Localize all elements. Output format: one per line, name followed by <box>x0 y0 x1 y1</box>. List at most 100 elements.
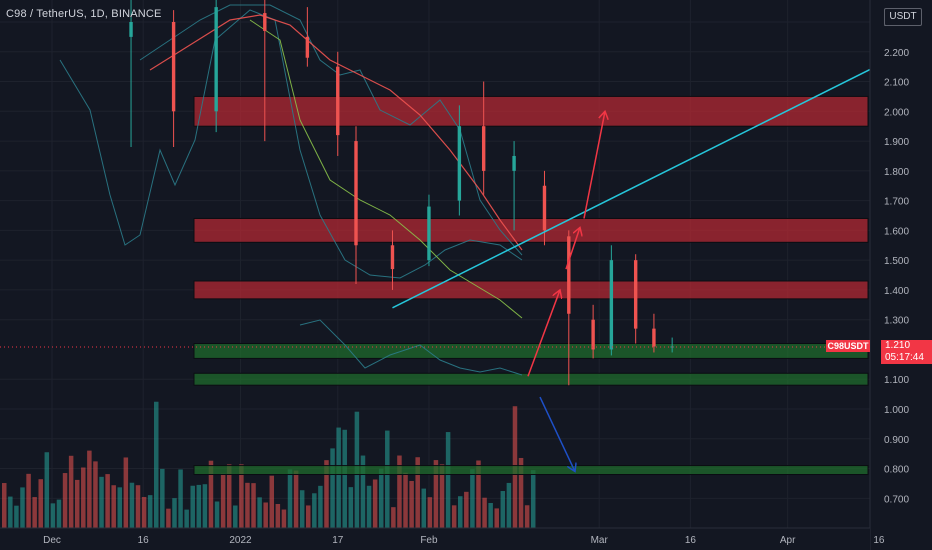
arrow-up <box>565 227 580 270</box>
price-tick-label: 2.200 <box>884 48 909 59</box>
volume-bar <box>239 464 244 528</box>
arrow-down <box>539 396 575 471</box>
volume-bar <box>287 469 293 528</box>
volume-bar <box>245 482 250 528</box>
volume-bar <box>68 455 74 528</box>
countdown-timer: 05:17:44 <box>885 352 924 363</box>
volume-bar <box>251 483 256 528</box>
price-axis[interactable] <box>870 0 932 550</box>
volume-bar <box>160 468 165 528</box>
price-tick-label: 1.300 <box>884 316 909 327</box>
volume-bar <box>506 482 512 528</box>
volume-bar <box>391 507 396 528</box>
volume-bar <box>178 469 183 528</box>
arrow-up <box>527 290 560 377</box>
resistance-zone <box>193 280 869 300</box>
volume-bar <box>372 479 378 528</box>
volume-bar <box>50 503 56 528</box>
volume-bar <box>378 468 384 528</box>
volume-bar <box>74 479 80 528</box>
volume-bar <box>403 472 408 528</box>
volume-bar <box>56 499 62 528</box>
candle-body <box>129 22 133 37</box>
volume-bar <box>348 487 354 528</box>
volume-bar <box>500 491 506 528</box>
volume-bar <box>342 429 347 528</box>
support-zone <box>193 372 869 386</box>
volume-bar <box>312 493 317 528</box>
moving-average-green <box>249 19 523 319</box>
time-tick-label: Apr <box>780 535 796 546</box>
volume-bar <box>409 480 414 528</box>
moving-average-red <box>149 14 523 251</box>
volume-bar <box>415 457 420 528</box>
volume-bar <box>154 401 159 528</box>
candle-body <box>171 22 176 112</box>
resistance-zone <box>193 95 869 127</box>
projection-arrows <box>527 111 605 471</box>
volume-bar <box>117 487 123 528</box>
price-tick-label: 1.800 <box>884 167 909 178</box>
price-tick-label: 2.000 <box>884 107 909 118</box>
volume-bar <box>93 461 98 528</box>
volume-bar <box>293 470 299 528</box>
candle-body <box>542 185 547 231</box>
time-tick-label: 16 <box>138 535 150 546</box>
chart-title: C98 / TetherUS, 1D, BINANCE <box>6 8 162 20</box>
candle-body <box>633 260 638 329</box>
volume-bar <box>105 474 110 528</box>
volume-bar <box>385 430 390 528</box>
volume-bar <box>8 496 13 528</box>
volume-bar <box>26 473 31 528</box>
volume-bar <box>281 509 287 528</box>
volume-bar <box>458 496 463 528</box>
volume-bar <box>445 432 451 528</box>
volume-bar <box>427 497 433 528</box>
time-tick-label: Feb <box>420 535 438 546</box>
candlesticks <box>129 0 674 386</box>
volume-bar <box>38 479 43 528</box>
price-tick-label: 0.800 <box>884 465 909 476</box>
volume-bar <box>123 457 129 528</box>
arrow-up <box>583 111 605 219</box>
volume-bar <box>524 505 530 528</box>
candle-body <box>263 13 267 31</box>
symbol-badge: C98USDT <box>826 340 870 352</box>
price-tick-label: 0.700 <box>884 494 909 505</box>
volume-bar <box>269 475 275 528</box>
volume-bar <box>184 509 189 528</box>
price-tick-label: 0.900 <box>884 435 909 446</box>
volume-bar <box>494 508 499 528</box>
volume-bar <box>397 455 402 528</box>
time-tick-label: 17 <box>332 535 344 546</box>
volume-bar <box>141 496 147 528</box>
volume-bar <box>14 505 19 528</box>
time-tick-label: Mar <box>591 535 609 546</box>
volume-bar <box>44 452 50 528</box>
volume-bar <box>129 482 135 528</box>
price-zones <box>193 95 869 476</box>
price-axis-labels: 2.3002.2002.1002.0001.9001.8001.7001.600… <box>884 18 909 505</box>
currency-unit-button[interactable]: USDT <box>884 8 922 26</box>
candle-body <box>567 236 571 314</box>
volume-bar <box>366 485 372 528</box>
price-tick-label: 1.500 <box>884 256 909 267</box>
time-tick-label: 16 <box>873 535 885 546</box>
support-zone <box>193 465 869 476</box>
candle-body <box>609 260 614 350</box>
volume-bar <box>451 505 457 528</box>
volume-bar <box>476 460 481 528</box>
price-tick-label: 1.600 <box>884 226 909 237</box>
volume-bar <box>208 460 214 528</box>
price-tick-label: 2.100 <box>884 78 909 89</box>
resistance-zone <box>193 217 869 243</box>
bollinger-lower-2 <box>299 319 523 376</box>
volume-bar <box>202 484 208 528</box>
price-tick-label: 1.400 <box>884 286 909 297</box>
volume-bar <box>135 485 141 528</box>
volume-bar <box>470 469 475 528</box>
volume-bar <box>257 497 262 528</box>
time-axis[interactable] <box>0 528 870 550</box>
candle-body <box>336 66 340 136</box>
